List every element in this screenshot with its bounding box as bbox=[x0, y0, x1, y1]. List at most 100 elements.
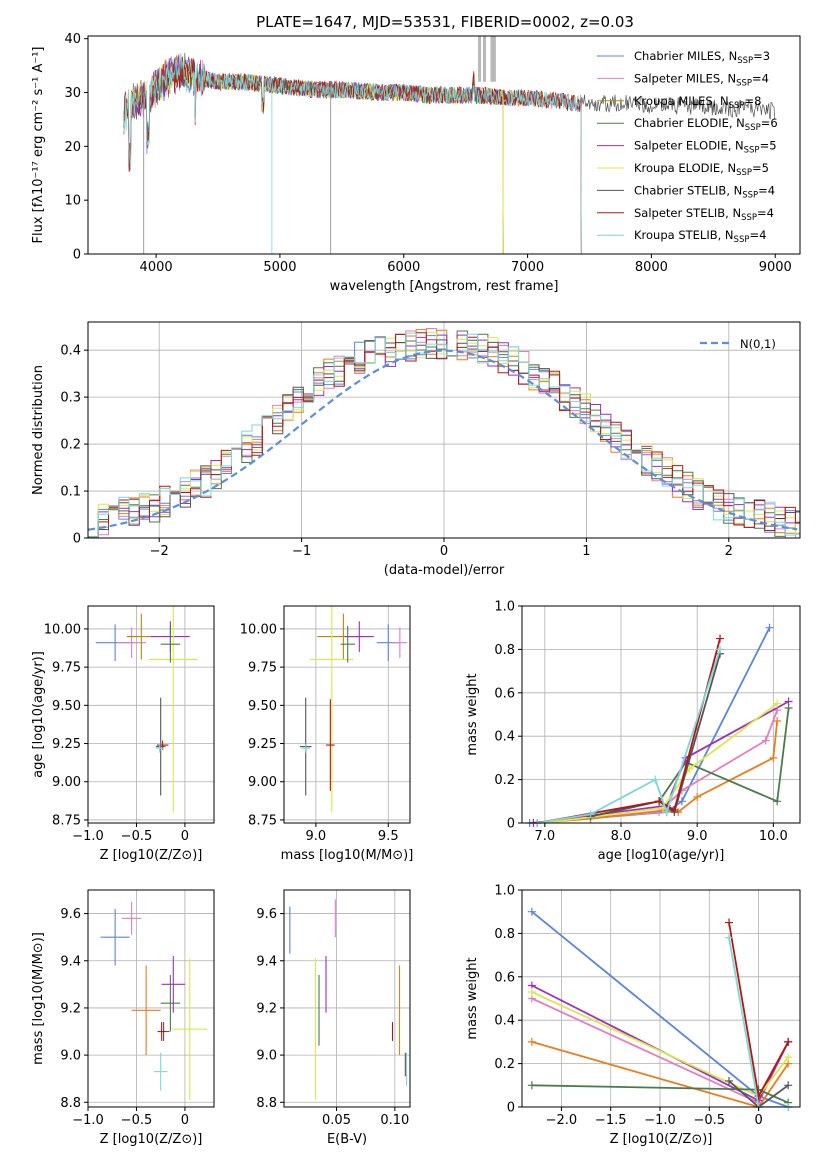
legend-entry: Chabrier MILES, NSSP=3 bbox=[634, 49, 770, 66]
x-tick-label: 1 bbox=[582, 544, 590, 559]
y-tick-label: 9.6 bbox=[256, 907, 277, 922]
series-marker bbox=[655, 808, 664, 817]
x-tick-label: −0.5 bbox=[121, 829, 153, 844]
y-axis-label: mass weight bbox=[465, 673, 480, 755]
age_vs_Z-frame bbox=[87, 605, 215, 824]
y-tick-label: 1.0 bbox=[494, 884, 515, 899]
series-marker bbox=[725, 933, 734, 942]
series-marker bbox=[527, 987, 536, 996]
y-tick-label: 0.2 bbox=[494, 1057, 515, 1072]
y-tick-label: 0 bbox=[507, 1101, 515, 1116]
y-tick-label: 9.50 bbox=[248, 699, 277, 714]
y-tick-label: 0.4 bbox=[494, 1014, 515, 1029]
mass_vs_Z-frame bbox=[87, 889, 215, 1108]
x-tick-label: −1.0 bbox=[72, 829, 104, 844]
series-marker bbox=[784, 697, 793, 706]
series-marker bbox=[527, 1037, 536, 1046]
masked-region bbox=[492, 36, 496, 82]
x-tick-label: 0 bbox=[440, 544, 448, 559]
series-marker bbox=[773, 717, 782, 726]
x-tick-label: 2 bbox=[725, 544, 733, 559]
series-line-8 bbox=[728, 937, 789, 1107]
x-tick-label: 6000 bbox=[387, 260, 420, 275]
histogram-series-8 bbox=[88, 332, 800, 538]
x-tick-label: 7000 bbox=[511, 260, 544, 275]
series-marker bbox=[765, 623, 774, 632]
legend-entry: Kroupa STELIB, NSSP=4 bbox=[634, 228, 766, 245]
x-tick-label: −0.5 bbox=[694, 1113, 726, 1128]
series-marker bbox=[693, 792, 702, 801]
series-marker bbox=[527, 907, 536, 916]
age_vs_Z-grid bbox=[87, 606, 214, 823]
x-tick-label: 9.5 bbox=[378, 829, 399, 844]
x-tick-label: −0.5 bbox=[121, 1113, 153, 1128]
x-tick-label: 9.0 bbox=[306, 829, 327, 844]
y-axis-label: mass weight bbox=[465, 957, 480, 1039]
x-tick-label: −2.0 bbox=[546, 1113, 578, 1128]
y-tick-label: 9.0 bbox=[60, 1049, 81, 1064]
x-tick-label: 0 bbox=[754, 1113, 762, 1128]
x-tick-label: −1.0 bbox=[72, 1113, 104, 1128]
y-tick-label: 9.75 bbox=[248, 661, 277, 676]
histogram-series-4 bbox=[88, 334, 800, 538]
x-axis-label: wavelength [Angstrom, rest frame] bbox=[330, 279, 559, 294]
y-tick-label: 8.75 bbox=[248, 813, 277, 828]
histogram-series-3 bbox=[88, 330, 800, 538]
y-axis-label: Flux [fλ10⁻¹⁷ erg cm⁻² s⁻¹ A⁻¹] bbox=[31, 47, 46, 244]
series-marker bbox=[784, 1081, 793, 1090]
y-tick-label: 0 bbox=[507, 817, 515, 832]
residuals-grid bbox=[88, 322, 800, 539]
x-tick-label: 0 bbox=[181, 1113, 189, 1128]
series-marker bbox=[586, 810, 595, 819]
series-marker bbox=[773, 797, 782, 806]
histogram-series-7 bbox=[88, 332, 800, 538]
y-tick-label: 9.4 bbox=[60, 954, 81, 969]
y-tick-label: 10.00 bbox=[240, 622, 277, 637]
y-tick-label: 10 bbox=[64, 194, 81, 209]
y-tick-label: 8.75 bbox=[52, 813, 81, 828]
y-tick-label: 9.2 bbox=[60, 1001, 81, 1016]
y-tick-label: 9.2 bbox=[256, 1001, 277, 1016]
legend-entry: Salpeter ELODIE, NSSP=5 bbox=[634, 139, 777, 156]
x-axis-label: Z [log10(Z/Z⊙)] bbox=[100, 1132, 203, 1147]
series-marker bbox=[784, 1053, 793, 1062]
y-tick-label: 9.00 bbox=[248, 775, 277, 790]
y-tick-label: 9.75 bbox=[52, 661, 81, 676]
x-axis-label: age [log10(age/yr)] bbox=[598, 848, 725, 863]
series-marker bbox=[527, 1081, 536, 1090]
y-tick-label: 0.2 bbox=[494, 773, 515, 788]
y-tick-label: 0 bbox=[73, 248, 81, 263]
histogram-series-2 bbox=[88, 329, 800, 538]
y-tick-label: 9.25 bbox=[248, 737, 277, 752]
y-tick-label: 0.3 bbox=[60, 391, 81, 406]
weight_vs_Z-frame bbox=[521, 889, 801, 1108]
legend-entry: Chabrier STELIB, NSSP=4 bbox=[634, 183, 775, 200]
y-tick-label: 9.4 bbox=[256, 954, 277, 969]
mass_vs_EBV-frame bbox=[283, 889, 411, 1108]
x-tick-label: 7.0 bbox=[535, 829, 556, 844]
age_vs_mass-grid bbox=[284, 606, 410, 823]
histogram-series-0 bbox=[88, 335, 800, 538]
series-line-6 bbox=[728, 1080, 789, 1107]
masked-region bbox=[478, 36, 482, 82]
series-marker bbox=[655, 797, 664, 806]
series-marker bbox=[716, 634, 725, 643]
legend-entry: Kroupa ELODIE, NSSP=5 bbox=[634, 161, 769, 178]
masked-region bbox=[490, 36, 494, 82]
x-tick-label: 10.0 bbox=[759, 829, 788, 844]
gaussian-curve bbox=[88, 349, 798, 531]
y-tick-label: 0.6 bbox=[494, 686, 515, 701]
y-tick-label: 9.50 bbox=[52, 699, 81, 714]
x-tick-label: −1.0 bbox=[644, 1113, 676, 1128]
series-marker bbox=[716, 645, 725, 654]
x-tick-label: −1.5 bbox=[595, 1113, 627, 1128]
weight_vs_Z-grid bbox=[522, 889, 800, 1108]
series-marker bbox=[773, 699, 782, 708]
x-tick-label: 9000 bbox=[759, 260, 792, 275]
legend-entry: Kroupa MILES, NSSP=8 bbox=[634, 94, 761, 111]
series-marker bbox=[725, 1076, 734, 1085]
spectrum-line-8 bbox=[123, 53, 582, 254]
x-tick-label: 0.05 bbox=[322, 1113, 351, 1128]
series-line-6 bbox=[590, 653, 721, 818]
